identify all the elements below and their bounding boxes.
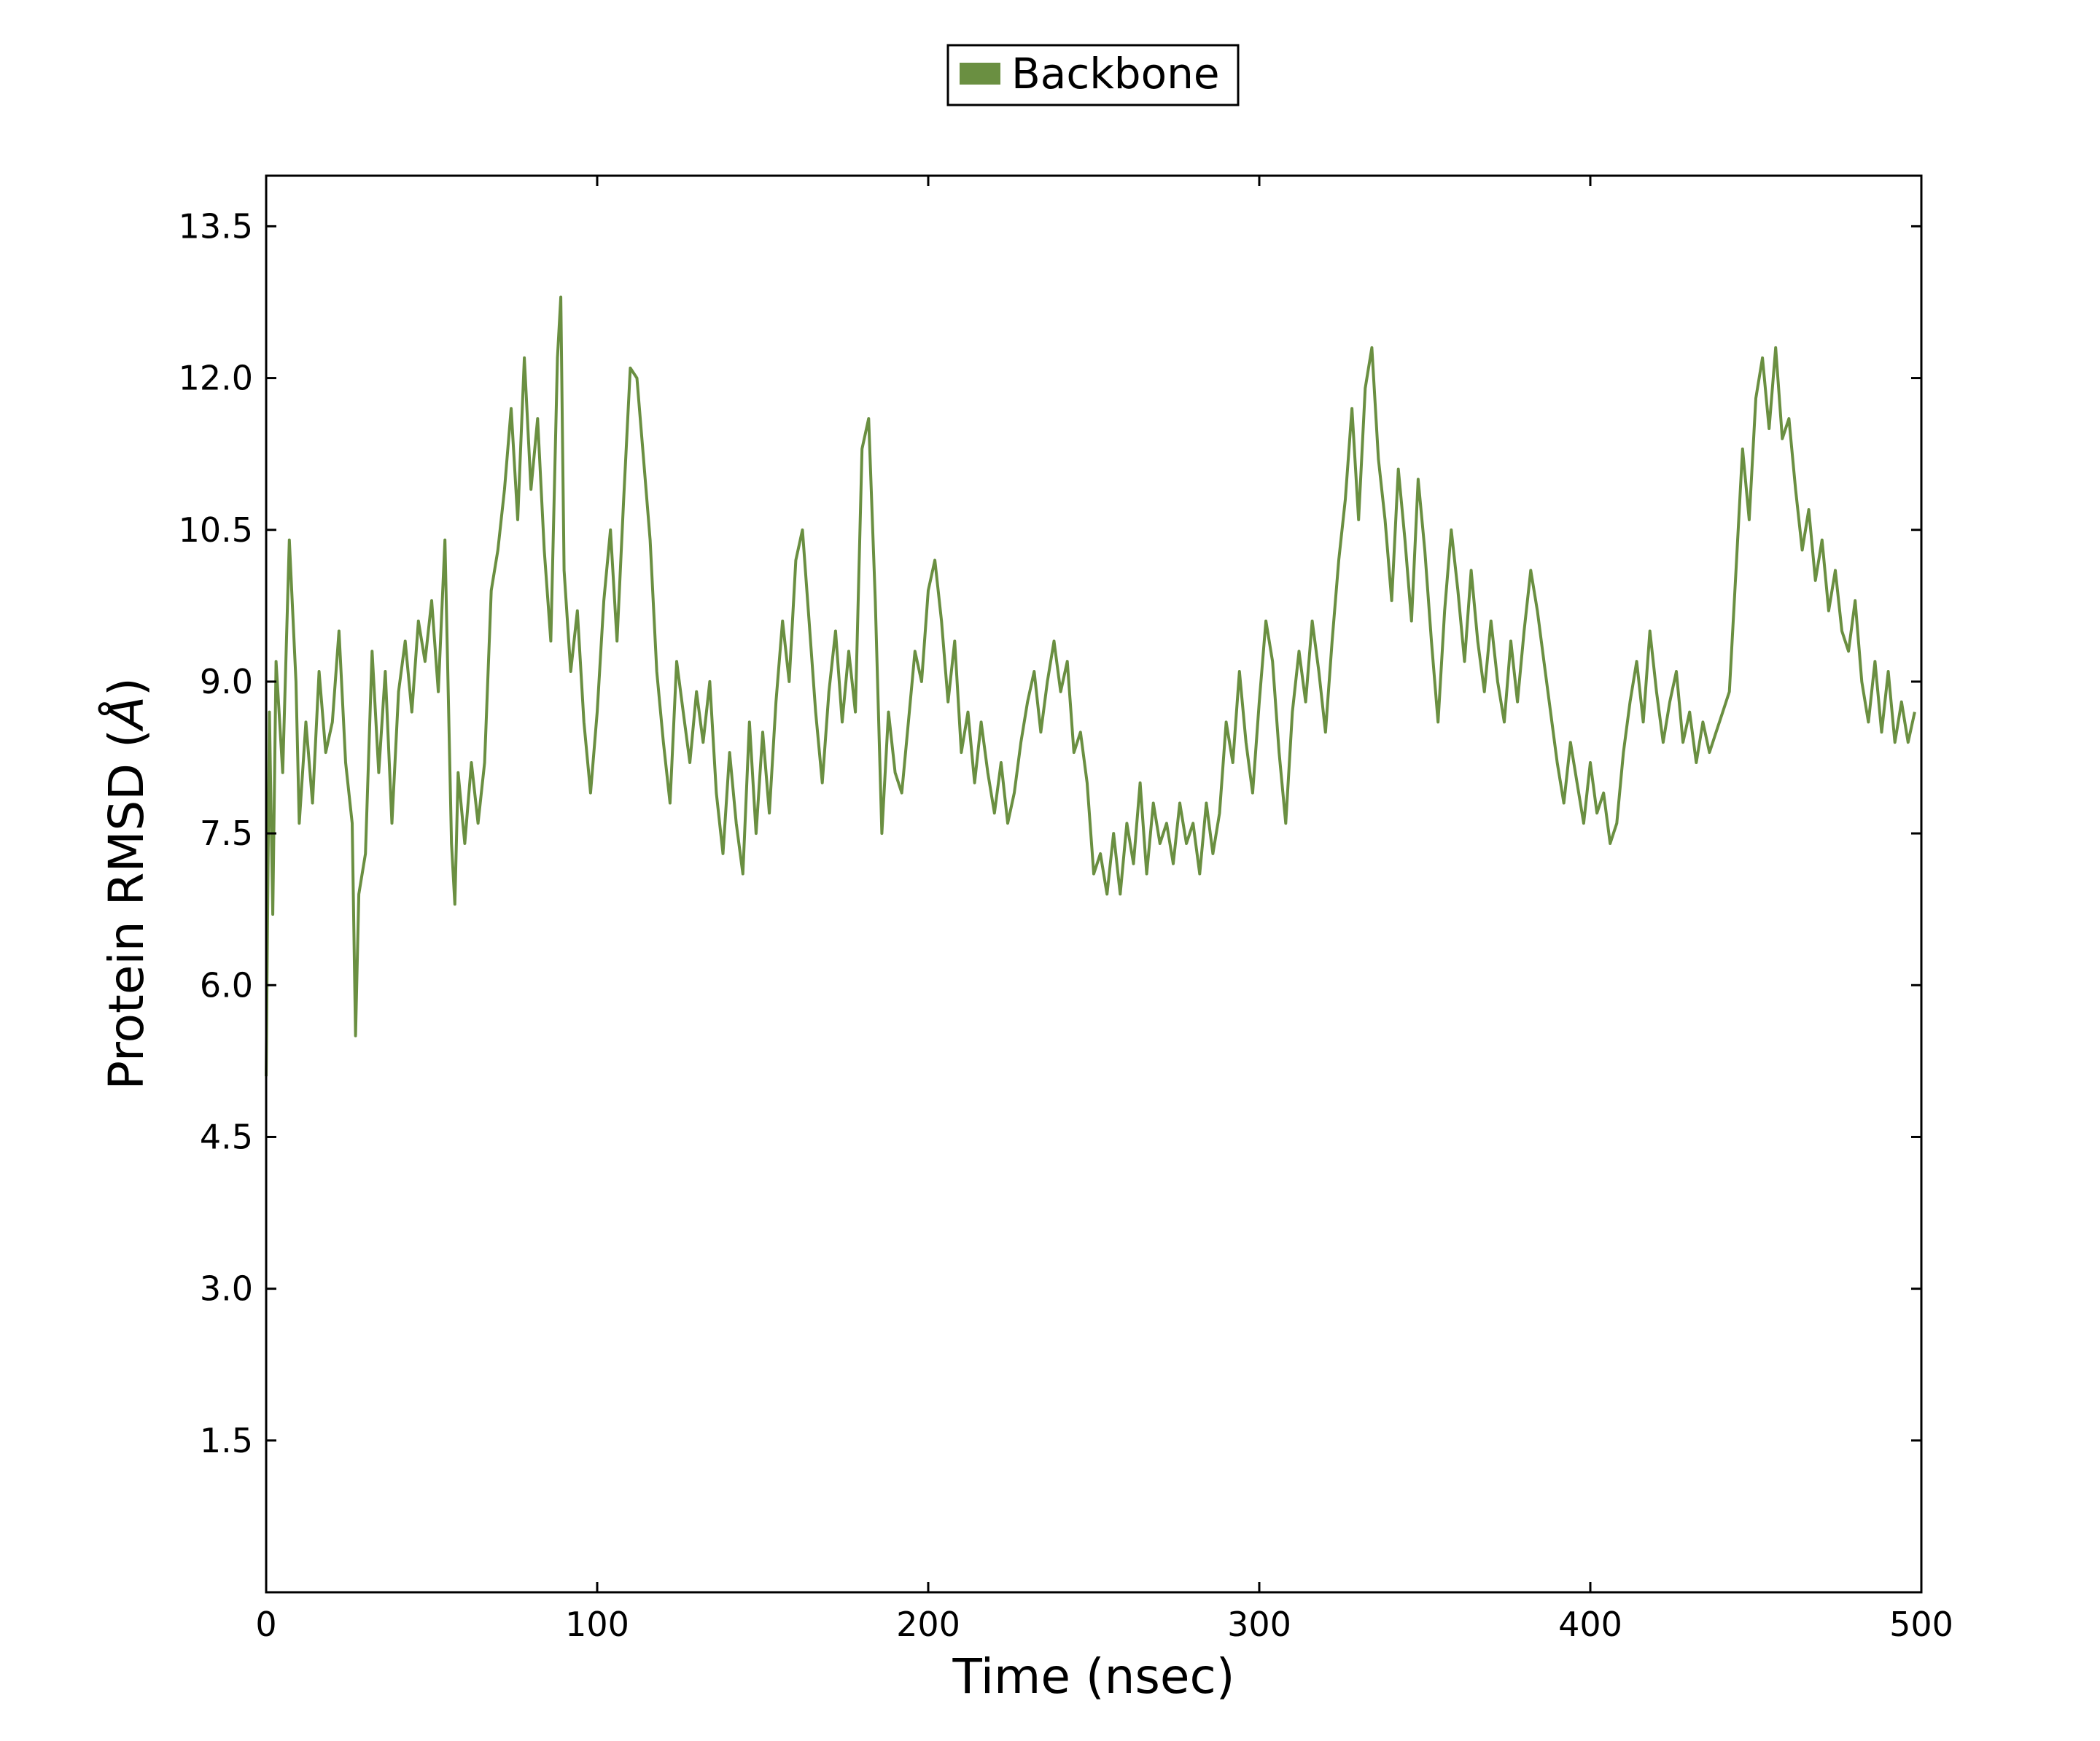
legend-label-backbone: Backbone <box>1011 49 1220 98</box>
y-tick-label: 3.0 <box>200 1269 253 1309</box>
x-tick-label: 400 <box>1558 1605 1622 1644</box>
y-tick-label: 9.0 <box>200 662 253 701</box>
y-tick-label: 6.0 <box>200 965 253 1005</box>
x-tick-label: 300 <box>1227 1605 1291 1644</box>
legend: Backbone <box>946 44 1240 106</box>
y-tick-label: 4.5 <box>200 1117 253 1156</box>
y-axis-title: Protein RMSD (Å) <box>98 677 155 1090</box>
y-tick-label: 10.5 <box>179 510 253 550</box>
x-tick-label: 500 <box>1889 1605 1953 1644</box>
x-tick-label: 100 <box>565 1605 629 1644</box>
x-axis-title: Time (nsec) <box>952 1648 1234 1705</box>
series-line-backbone <box>265 295 1916 1077</box>
y-tick-label: 7.5 <box>200 814 253 853</box>
y-axis-title-text: Protein RMSD <box>98 763 155 1090</box>
y-tick-label: 13.5 <box>179 206 253 246</box>
y-axis-title-unit: Å <box>98 696 155 732</box>
series-layer <box>265 295 1916 1077</box>
y-tick-label: 1.5 <box>200 1421 253 1460</box>
y-tick-label: 12.0 <box>179 359 253 398</box>
legend-swatch-backbone <box>960 63 1000 85</box>
svg-text:Protein RMSD (Å): Protein RMSD (Å) <box>98 677 155 1090</box>
x-tick-label: 200 <box>896 1605 960 1644</box>
x-tick-label: 0 <box>255 1605 276 1644</box>
plot-frame <box>265 174 1923 1594</box>
ticks-layer: 0 100 200 300 400 500 1.5 3.0 4.5 6.0 7.5 9.0 10.5 12… <box>179 176 1953 1644</box>
